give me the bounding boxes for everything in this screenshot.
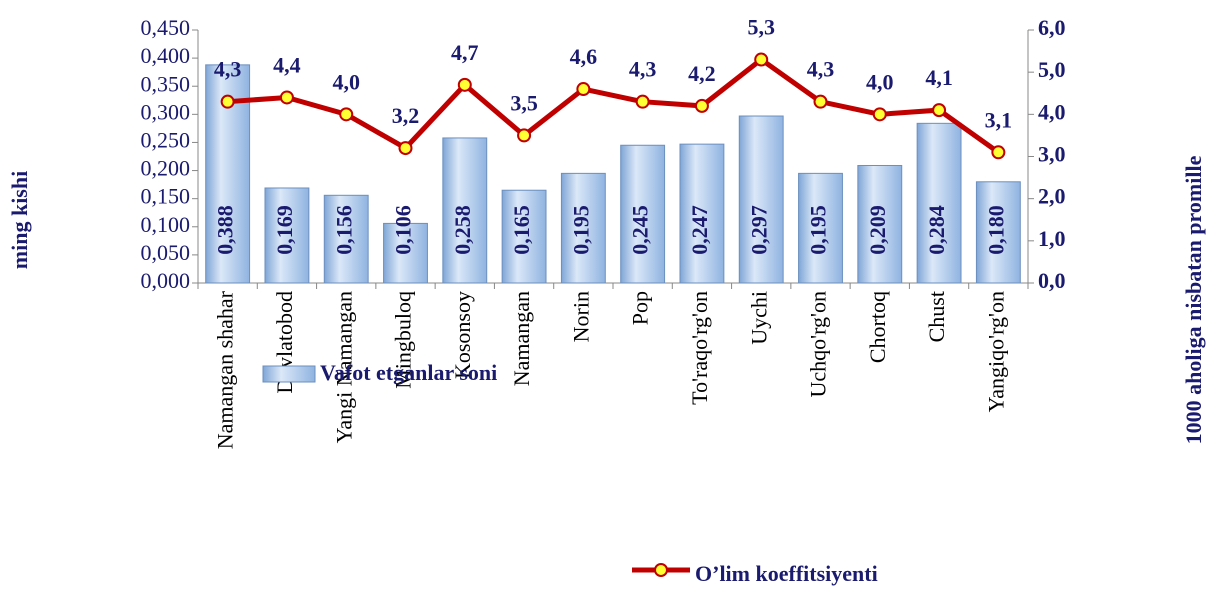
bar-value-label: 0,106 (391, 205, 416, 255)
x-tick-label: Yangiqo'rg'on (983, 291, 1008, 412)
line-value-label: 3,2 (392, 103, 420, 128)
line-marker (279, 90, 294, 105)
bar-value-label: 0,388 (213, 205, 238, 255)
y2-tick-label: 0,0 (1038, 268, 1066, 293)
y-tick-label: 0,100 (141, 212, 191, 237)
y-tick-label: 0,200 (141, 156, 191, 181)
line-marker (339, 107, 354, 122)
bar-value-label: 0,169 (272, 205, 297, 255)
bar-value-label: 0,247 (687, 205, 712, 255)
bar (798, 172, 843, 284)
bar-value-label: 0,195 (568, 205, 593, 255)
y-axis-label: ming kishi (7, 171, 32, 269)
line-value-label: 4,3 (629, 57, 657, 82)
y2-tick-label: 1,0 (1038, 226, 1066, 251)
y-tick-label: 0,300 (141, 99, 191, 124)
bar (323, 194, 369, 284)
x-tick-label: Chortoq (865, 291, 890, 363)
bar (738, 115, 784, 284)
x-tick-label: Uychi (746, 291, 771, 345)
bar-value-label: 0,165 (509, 205, 534, 255)
line-marker (220, 94, 235, 109)
y-tick-label: 0,250 (141, 127, 191, 152)
line-value-label: 3,5 (510, 90, 538, 115)
bar (264, 187, 310, 284)
y2-tick-label: 5,0 (1038, 57, 1066, 82)
bar (857, 164, 903, 284)
bar-value-label: 0,156 (331, 205, 356, 255)
y-tick-label: 0,350 (141, 71, 191, 96)
bar-value-label: 0,258 (450, 205, 475, 255)
line-marker (576, 82, 591, 97)
legend-swatch (262, 365, 316, 383)
x-tick-label: Mingbuloq (391, 291, 416, 389)
line-marker (694, 98, 709, 113)
line-marker (635, 94, 650, 109)
line-value-label: 4,3 (214, 57, 242, 82)
bar (620, 144, 666, 284)
line-value-label: 4,2 (688, 61, 716, 86)
line (227, 56, 1000, 155)
line-marker (398, 141, 413, 156)
legend-marker (654, 563, 668, 577)
bar-value-label: 0,209 (865, 205, 890, 255)
y2-tick-label: 3,0 (1038, 142, 1066, 167)
y-tick-label: 0,450 (141, 15, 191, 40)
bar-value-label: 0,284 (924, 205, 949, 255)
legend-label: Vafot etganlar soni (320, 360, 497, 385)
legend-label: O’lim koeffitsiyenti (695, 561, 878, 586)
x-tick-label: To'raqo'rg'on (687, 291, 712, 405)
line-value-label: 3,1 (985, 107, 1013, 132)
line-value-label: 4,7 (451, 40, 479, 65)
line-marker (932, 103, 947, 118)
line-value-label: 4,1 (925, 65, 953, 90)
x-tick-label: Namangan shahar (213, 290, 238, 449)
x-tick-label: Norin (568, 291, 593, 342)
line-marker (872, 107, 887, 122)
bar (442, 137, 488, 284)
bar (560, 172, 606, 284)
line-marker (754, 52, 769, 67)
y2-tick-label: 6,0 (1038, 15, 1066, 40)
line-value-label: 4,0 (332, 69, 360, 94)
y-tick-label: 0,050 (141, 240, 191, 265)
x-tick-label: Chust (924, 291, 949, 342)
y-tick-label: 0,000 (141, 268, 191, 293)
bar-value-label: 0,297 (746, 205, 771, 255)
bar-value-label: 0,180 (983, 205, 1008, 255)
bar (975, 181, 1021, 284)
bar (679, 143, 725, 284)
bar (383, 222, 428, 284)
y2-tick-label: 2,0 (1038, 184, 1066, 209)
line-value-label: 4,4 (273, 53, 301, 78)
line-value-label: 4,6 (570, 44, 598, 69)
line-marker (813, 94, 828, 109)
bar (501, 189, 547, 284)
x-tick-label: Yangi Namangan (331, 291, 356, 443)
line-value-label: 4,3 (807, 57, 835, 82)
x-tick-label: Kosonsoy (450, 291, 475, 379)
line-value-label: 5,3 (747, 15, 775, 40)
line-marker (991, 145, 1006, 160)
y2-tick-label: 4,0 (1038, 99, 1066, 124)
x-tick-label: Pop (628, 291, 653, 325)
line-marker (457, 77, 472, 92)
bar (916, 122, 962, 284)
y-tick-label: 0,400 (141, 43, 191, 68)
line-marker (517, 128, 532, 143)
bar-value-label: 0,245 (628, 205, 653, 255)
line-value-label: 4,0 (866, 69, 894, 94)
x-tick-label: Namangan (509, 291, 534, 386)
y2-axis-label: 1000 aholiga nisbatan promille (1181, 155, 1206, 444)
x-tick-label: Uchqo'rg'on (806, 291, 831, 398)
y-tick-label: 0,150 (141, 184, 191, 209)
bar-value-label: 0,195 (806, 205, 831, 255)
